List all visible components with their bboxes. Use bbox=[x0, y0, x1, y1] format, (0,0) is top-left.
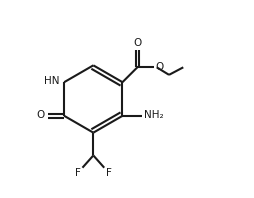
Text: F: F bbox=[106, 168, 112, 179]
Text: NH₂: NH₂ bbox=[144, 110, 164, 120]
Text: O: O bbox=[37, 110, 45, 120]
Text: O: O bbox=[155, 62, 164, 72]
Text: O: O bbox=[134, 37, 142, 48]
Text: F: F bbox=[75, 168, 81, 179]
Text: HN: HN bbox=[44, 76, 59, 86]
